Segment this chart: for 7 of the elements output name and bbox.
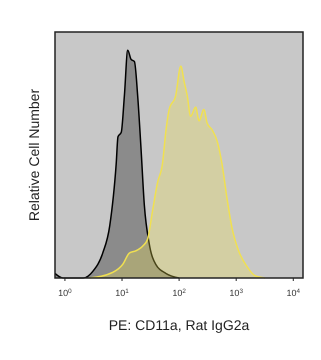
x-tick-label: 10$^{2}$ <box>172 288 186 298</box>
x-tick-label: 10$^{1}$ <box>115 288 130 298</box>
x-tick-label: 10$^{4}$ <box>286 288 301 298</box>
x-tick-label: 10$^{0}$ <box>58 288 72 298</box>
x-axis-title: PE: CD11a, Rat IgG2a <box>108 317 250 333</box>
y-axis-title: Relative Cell Number <box>26 88 42 222</box>
x-tick-label: 10$^{3}$ <box>229 288 244 298</box>
